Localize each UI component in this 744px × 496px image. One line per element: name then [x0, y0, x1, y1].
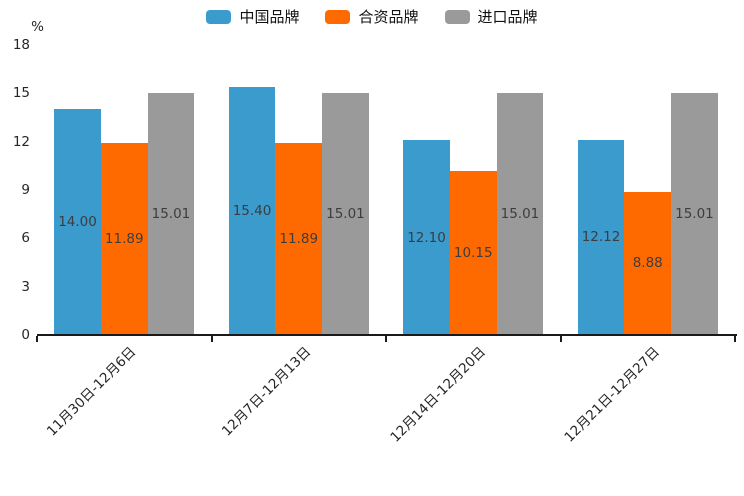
bar-value-label: 11.89 [279, 231, 319, 248]
bar-value-label: 12.10 [407, 229, 446, 246]
bar-value-label: 11.89 [104, 231, 144, 248]
bar-value-label: 8.88 [632, 255, 663, 272]
bar-value-label: 10.15 [453, 245, 493, 262]
bar-合资品牌-1 [100, 143, 148, 335]
legend-swatch-icon [206, 10, 232, 24]
x-category-label-4: 12月21日-12月27日 [561, 344, 664, 446]
bar-中国品牌-1 [54, 109, 101, 335]
x-axis-tick [385, 336, 387, 342]
bar-value-label: 14.00 [58, 214, 97, 231]
bar-进口品牌-2 [322, 93, 369, 335]
legend-item-1: 中国品牌 [206, 9, 299, 25]
x-category-label-3: 12月14日-12月20日 [387, 344, 489, 446]
legend-label: 合资品牌 [358, 8, 419, 26]
bar-value-label: 15.40 [232, 202, 272, 219]
legend-item-3: 进口品牌 [444, 8, 538, 26]
x-axis-tick [210, 336, 213, 342]
bar-value-label: 15.01 [151, 206, 191, 223]
bar-中国品牌-2 [228, 86, 276, 335]
y-tick-label: 12 [12, 133, 30, 150]
bar-进口品牌-1 [147, 93, 195, 335]
legend-swatch-icon [444, 10, 470, 24]
x-axis-tick [734, 336, 736, 342]
y-tick-label: 0 [21, 327, 30, 343]
bar-value-label: 15.01 [326, 206, 365, 223]
x-category-label-2: 12月7日-12月13日 [218, 344, 315, 440]
bar-进口品牌-4 [671, 93, 718, 335]
legend-label: 进口品牌 [477, 8, 538, 26]
y-tick-label: 15 [12, 85, 30, 102]
legend-swatch-icon [325, 10, 351, 24]
bar-进口品牌-3 [496, 93, 544, 335]
bar-value-label: 12.12 [581, 229, 621, 246]
y-axis-unit-label: % [31, 19, 44, 35]
bar-中国品牌-3 [403, 140, 450, 335]
x-axis-line [37, 334, 737, 336]
bar-value-label: 15.01 [675, 206, 714, 223]
x-category-label-1: 11月30日-12月6日 [44, 344, 140, 440]
bar-合资品牌-3 [449, 171, 497, 335]
y-tick-label: 18 [12, 37, 30, 53]
bar-合资品牌-4 [624, 191, 672, 335]
legend-label: 中国品牌 [239, 8, 300, 26]
bar-value-label: 15.01 [500, 206, 540, 223]
bar-中国品牌-4 [577, 139, 625, 335]
y-tick-label: 9 [21, 182, 30, 198]
chart-legend: 中国品牌 合资品牌 进口品牌 [0, 9, 744, 25]
x-axis-tick [36, 336, 38, 342]
legend-item-2: 合资品牌 [325, 8, 419, 26]
y-tick-label: 3 [21, 278, 30, 295]
bar-合资品牌-2 [275, 143, 323, 335]
x-axis-tick [559, 336, 562, 342]
y-tick-label: 6 [21, 230, 30, 247]
